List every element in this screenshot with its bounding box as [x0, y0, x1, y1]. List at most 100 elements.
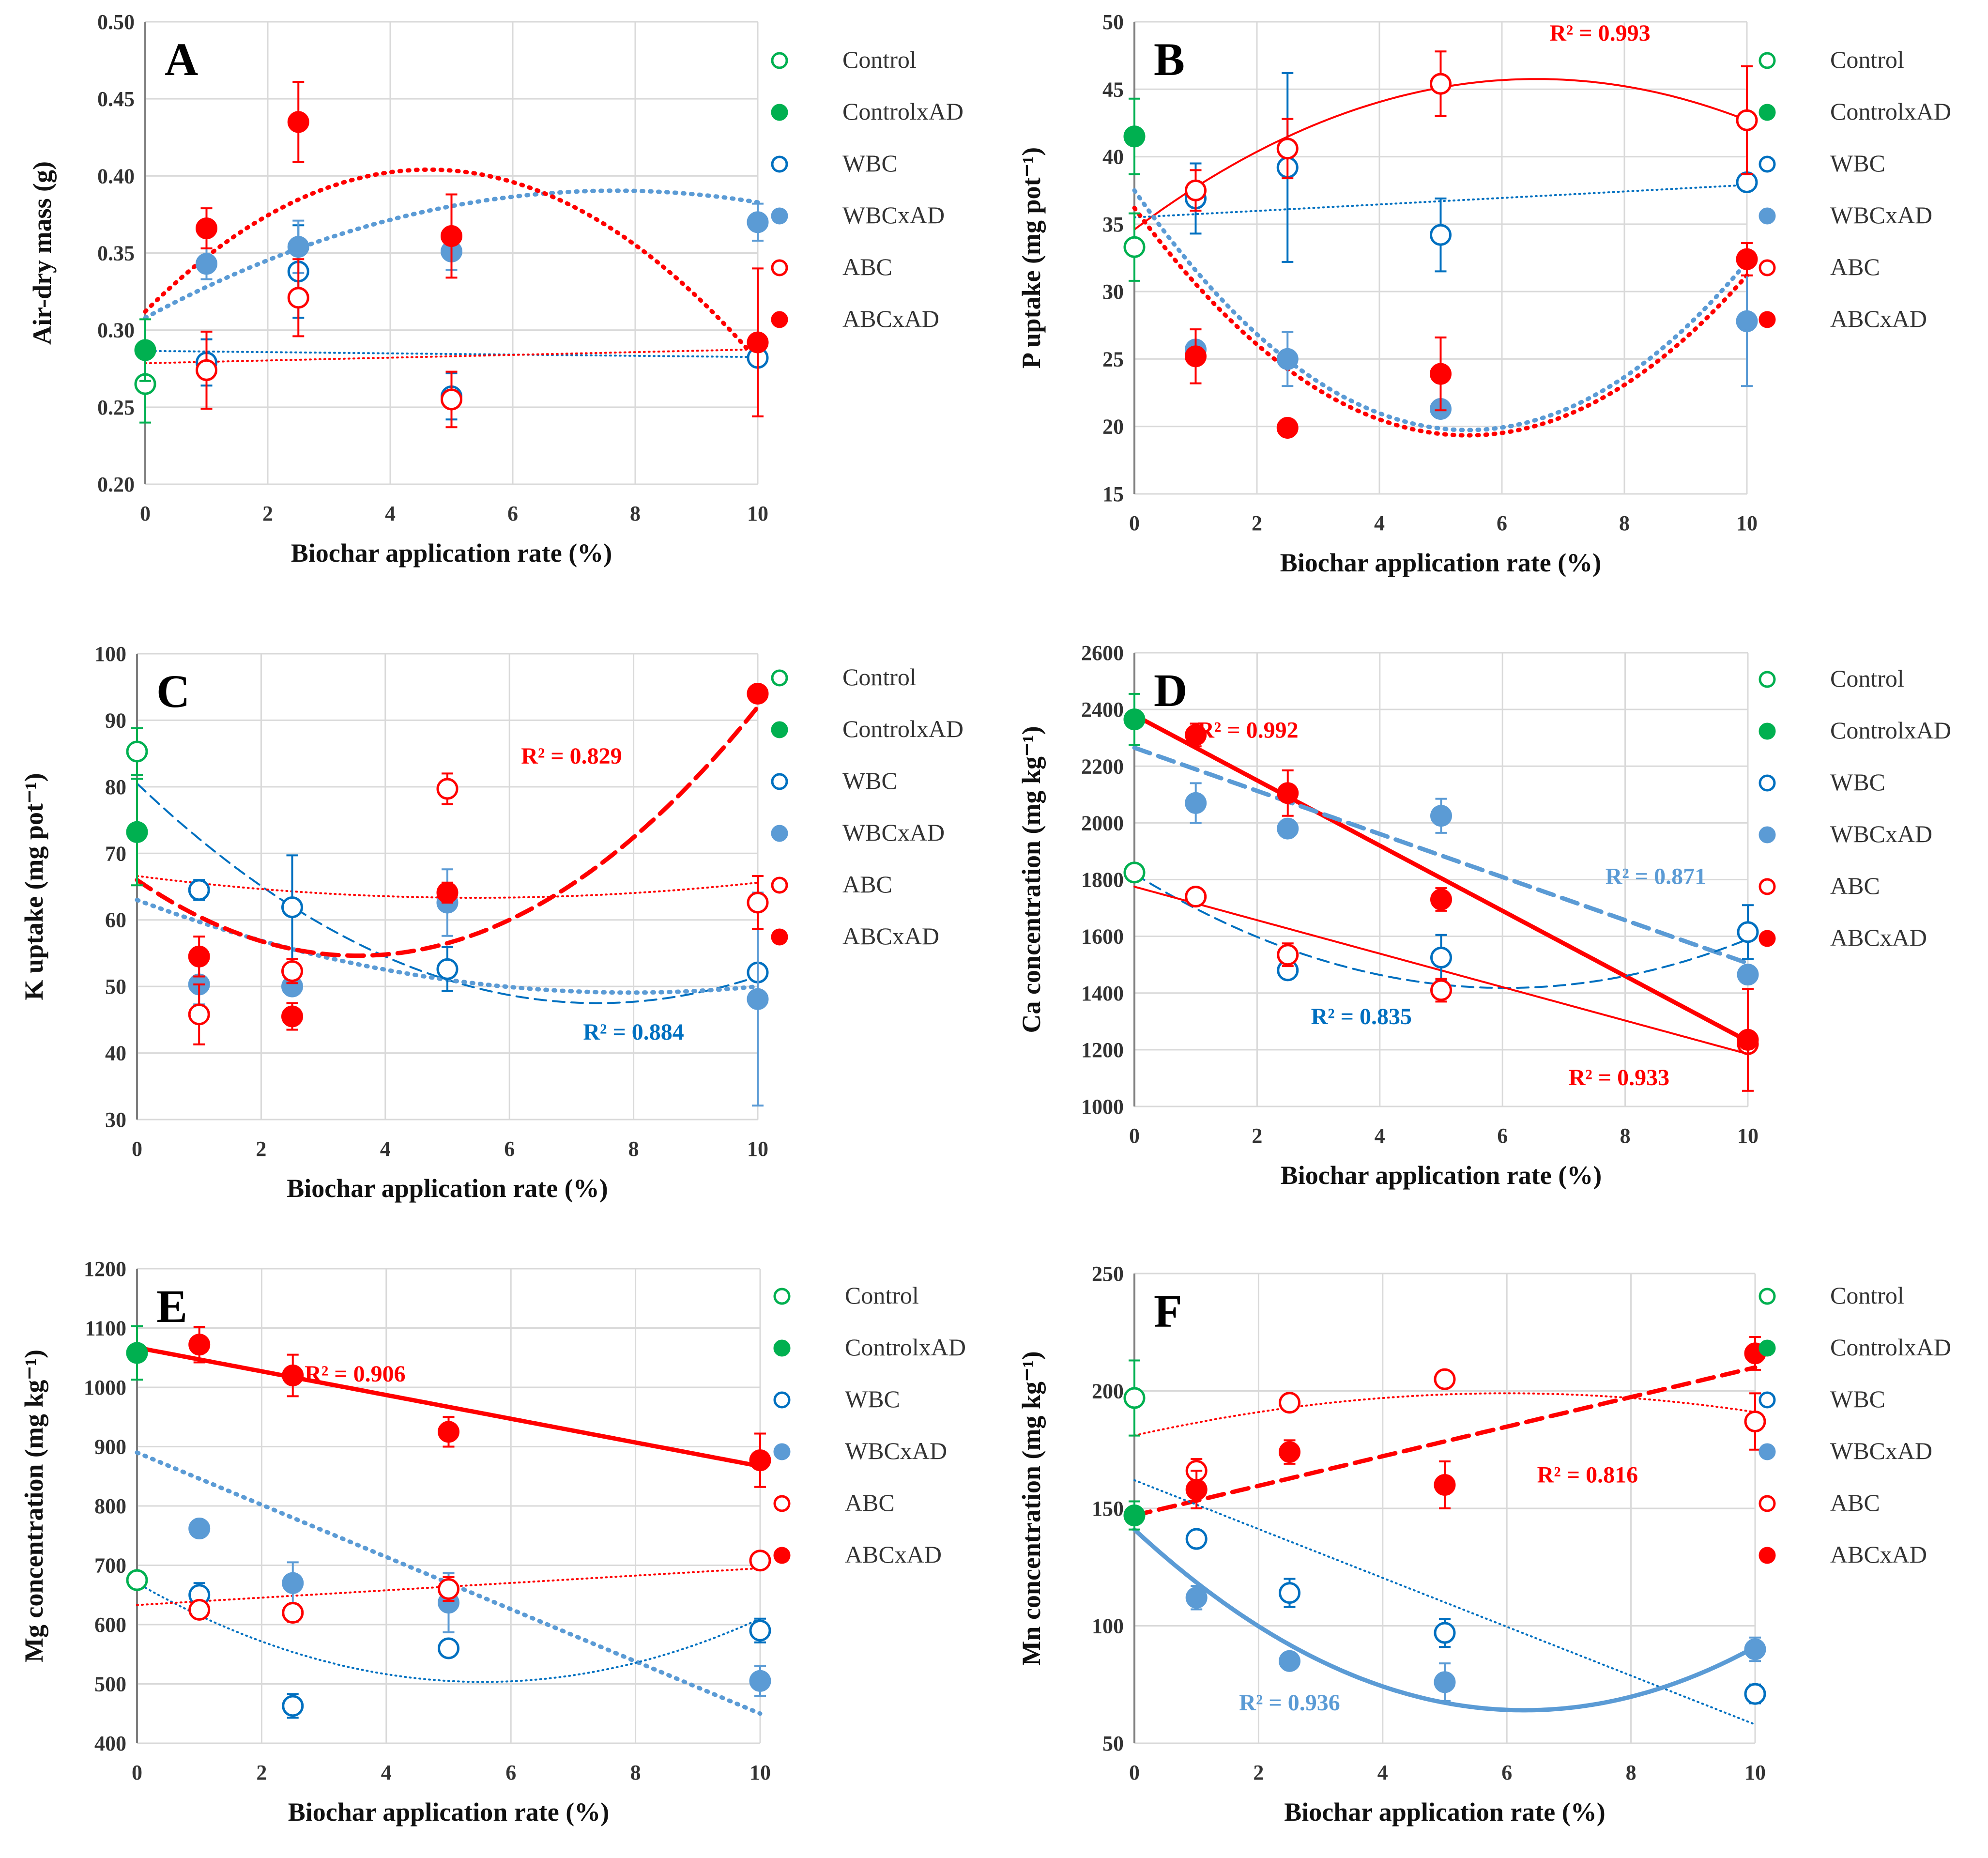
legend-label: ABCxAD: [1830, 924, 1927, 951]
r-squared-label: R² = 0.992: [1197, 718, 1298, 743]
y-tick-label: 500: [94, 1673, 126, 1696]
x-axis-label: Biochar application rate (%): [1284, 1797, 1605, 1827]
y-tick-label: 0.45: [97, 87, 135, 111]
y-tick-label: 2200: [1081, 754, 1124, 778]
x-tick-label: 0: [1129, 1124, 1140, 1148]
data-point-abcxad: [441, 225, 462, 247]
data-point-abcxad: [1279, 1441, 1300, 1463]
data-point-abcxad: [747, 682, 769, 705]
y-tick-label: 15: [1102, 482, 1124, 506]
x-tick-label: 0: [1129, 1761, 1140, 1784]
trendline-abcxad: [1132, 713, 1750, 1044]
legend-label: WBCxAD: [1830, 201, 1932, 229]
y-tick-label: 1200: [84, 1257, 126, 1281]
data-point-wbc: [1279, 1582, 1300, 1604]
legend-label: Control: [1830, 1282, 1904, 1309]
legend: Control ControlxAD WBC WBCxAD ABC ABCxAD: [771, 46, 963, 332]
y-tick-label: 35: [1102, 213, 1124, 236]
legend-label: ABC: [845, 1489, 895, 1516]
legend-label: WBC: [842, 767, 898, 794]
r-squared-label: R² = 0.829: [521, 743, 622, 769]
y-tick-label: 1800: [1081, 868, 1124, 892]
data-point-control: [126, 740, 148, 763]
x-tick-label: 2: [256, 1137, 266, 1161]
legend-marker-controlxad: [1759, 1339, 1776, 1357]
data-point-abcxad: [1430, 888, 1452, 910]
legend-marker-control: [771, 669, 788, 687]
legend-marker-abcxad: [771, 928, 788, 946]
r-squared-label: R² = 0.816: [1537, 1462, 1638, 1488]
data-point-wbc: [436, 958, 459, 980]
y-tick-label: 0.25: [97, 396, 135, 419]
legend-marker-abc: [1759, 259, 1776, 276]
data-point-wbcxad: [1744, 1638, 1766, 1660]
legend-marker-wbc: [771, 773, 788, 790]
legend-marker-abcxad: [771, 311, 788, 328]
y-tick-label: 50: [1102, 10, 1124, 34]
data-point-control: [1123, 861, 1146, 884]
data-point-abcxad: [1434, 1474, 1456, 1496]
trendline-wbc: [1133, 873, 1749, 989]
data-point-abcxad: [1185, 345, 1207, 368]
data-point-abcxad: [188, 945, 210, 967]
legend-marker-wbc: [1759, 1391, 1776, 1409]
y-tick-label: 1200: [1081, 1038, 1124, 1062]
y-tick-label: 400: [94, 1732, 126, 1755]
y-tick-label: 25: [1102, 347, 1124, 371]
panel-letter: E: [156, 1280, 187, 1332]
trendline-abcxad: [135, 705, 760, 958]
data-point-abc: [441, 388, 462, 411]
x-tick-label: 4: [380, 1137, 391, 1161]
data-point-abcxad: [196, 217, 217, 240]
legend-marker-wbcxad: [1759, 1443, 1776, 1460]
legend-label: WBCxAD: [842, 819, 945, 846]
legend: Control ControlxAD WBC WBCxAD ABC ABCxAD: [1759, 1282, 1951, 1568]
y-axis-label: K uptake (mg pot⁻¹): [19, 773, 48, 1000]
data-point-wbcxad: [1185, 1586, 1208, 1609]
data-point-abc: [1736, 109, 1758, 131]
chart-panel-a: 0.20 0.25 0.30 0.35 0.40 0.45 0.50 0 2 4 6 8 10 Bioch…: [28, 10, 963, 568]
y-tick-label: 60: [105, 908, 126, 932]
legend-marker-controlxad: [771, 104, 788, 121]
trendline-wbc: [144, 350, 759, 358]
data-point-wbc: [1737, 921, 1759, 943]
data-point-wbcxad: [188, 1518, 211, 1540]
legend-marker-abc: [1759, 878, 1776, 895]
legend-label: ControlxAD: [842, 98, 963, 125]
x-tick-label: 8: [630, 502, 641, 525]
data-point-abc: [1279, 1392, 1300, 1414]
chart-panel-f: 50 100 150 200 250 0 2 4 6 8 10 Biochar application…: [1017, 1262, 1951, 1827]
legend-marker-abc: [771, 876, 788, 894]
data-point-abcxad: [1737, 1029, 1759, 1051]
legend-marker-wbcxad: [1759, 826, 1776, 844]
legend-marker-controlxad: [1759, 104, 1776, 121]
legend-marker-abcxad: [1759, 1547, 1776, 1564]
y-tick-label: 600: [94, 1613, 126, 1637]
x-tick-label: 10: [747, 1137, 768, 1161]
data-point-wbc: [1430, 224, 1452, 246]
x-tick-label: 4: [1374, 511, 1385, 535]
x-tick-label: 2: [1253, 1761, 1264, 1784]
x-tick-label: 4: [381, 1761, 392, 1784]
data-point-wbcxad: [1737, 964, 1759, 986]
y-tick-label: 0.30: [97, 319, 135, 342]
legend-label: ABC: [842, 871, 892, 898]
data-point-wbc: [1430, 947, 1452, 969]
y-tick-label: 30: [105, 1108, 126, 1132]
legend-marker-control: [1759, 671, 1776, 688]
legend-label: ABCxAD: [842, 922, 939, 950]
data-point-controlxad: [126, 821, 148, 843]
y-axis-label: P uptake (mg pot⁻¹): [1017, 147, 1046, 369]
x-tick-label: 8: [1619, 511, 1630, 535]
y-tick-label: 80: [105, 775, 126, 799]
y-tick-label: 0.35: [97, 242, 135, 265]
data-point-abcxad: [436, 881, 459, 904]
trendline-abcxad: [1132, 205, 1749, 438]
legend-label: WBC: [1830, 768, 1885, 796]
y-tick-label: 1100: [85, 1317, 126, 1340]
trendline-abc: [1133, 1392, 1756, 1437]
legend-label: WBCxAD: [842, 201, 945, 229]
data-point-abc: [188, 1003, 210, 1026]
x-tick-label: 2: [256, 1761, 267, 1784]
data-point-abcxad: [1276, 417, 1299, 439]
